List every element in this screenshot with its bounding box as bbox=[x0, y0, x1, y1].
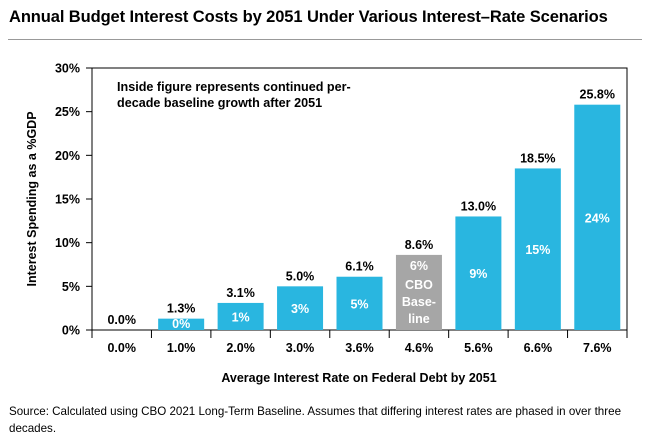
y-axis: 0% 5% 10% 15% 20% 25% 30% bbox=[55, 62, 92, 338]
bar-inside-label: 6% bbox=[410, 259, 428, 273]
bar-inside-label: 3% bbox=[291, 302, 309, 316]
bar bbox=[277, 286, 324, 330]
bar-value-label: 18.5% bbox=[520, 151, 555, 165]
bar-inside-label: 24% bbox=[585, 211, 610, 225]
x-tick-label: 4.6% bbox=[405, 341, 434, 355]
x-tick-label: 6.6% bbox=[524, 341, 553, 355]
y-axis-label: Interest Spending as a %GDP bbox=[25, 111, 39, 286]
baseline-label: CBO bbox=[405, 278, 433, 292]
chart-title: Annual Budget Interest Costs by 2051 Und… bbox=[9, 8, 608, 26]
bar-inside-label: 1% bbox=[232, 310, 250, 324]
bar bbox=[455, 216, 502, 330]
bar-value-label: 5.0% bbox=[286, 269, 315, 283]
bar-inside-label: 9% bbox=[469, 267, 487, 281]
x-tick-label: 2.0% bbox=[226, 341, 255, 355]
bar bbox=[158, 318, 205, 330]
bar-inside-label: 0% bbox=[172, 317, 190, 331]
y-tick-label: 25% bbox=[55, 105, 80, 119]
y-tick-label: 0% bbox=[62, 324, 80, 338]
source-note: Source: Calculated using CBO 2021 Long-T… bbox=[9, 405, 622, 435]
title-divider bbox=[8, 39, 642, 40]
y-tick-label: 20% bbox=[55, 149, 80, 163]
bar bbox=[217, 302, 264, 330]
bar-value-label: 0.0% bbox=[107, 313, 136, 327]
bar-baseline bbox=[395, 254, 442, 330]
x-axis: 0.0% 1.0% 2.0% 3.0% 3.6% 4.6% 5.6% 6.6% 7.6% bbox=[91, 330, 628, 355]
x-tick-label: 0.0% bbox=[107, 341, 136, 355]
baseline-label: Base- bbox=[402, 295, 436, 309]
bar-value-label: 13.0% bbox=[461, 199, 496, 213]
y-tick-label: 30% bbox=[55, 62, 80, 76]
x-tick-label: 5.6% bbox=[464, 341, 493, 355]
x-tick-label: 3.0% bbox=[286, 341, 315, 355]
bar-value-label: 6.1% bbox=[345, 260, 374, 274]
bar-inside-label: 5% bbox=[350, 297, 368, 311]
y-tick-label: 5% bbox=[62, 280, 80, 294]
bar bbox=[336, 276, 383, 330]
bar bbox=[514, 168, 561, 330]
bar-value-label: 1.3% bbox=[167, 302, 196, 316]
bar-inside-label: 15% bbox=[525, 243, 550, 257]
chart-note: Inside figure represents continued per-d… bbox=[117, 80, 351, 110]
baseline-label: line bbox=[408, 312, 430, 326]
x-tick-label: 7.6% bbox=[583, 341, 612, 355]
y-tick-label: 10% bbox=[55, 236, 80, 250]
bar-chart: 0%5%10%15%20%25%30% 0.0%1.3%0%3.1%1%5.0%… bbox=[25, 62, 628, 385]
x-tick-label: 1.0% bbox=[167, 341, 196, 355]
x-axis-label: Average Interest Rate on Federal Debt by… bbox=[221, 371, 496, 385]
bar-value-label: 25.8% bbox=[580, 88, 615, 102]
bar bbox=[574, 104, 621, 331]
x-tick-label: 3.6% bbox=[345, 341, 374, 355]
bar-value-label: 3.1% bbox=[226, 286, 255, 300]
bars: 0.0% 1.3%0% 3.1% 1% 5.0% 3% 6.1% 5% 8.6% 6% CBO Bas… bbox=[107, 88, 621, 331]
bar-value-label: 8.6% bbox=[405, 238, 434, 252]
y-tick-label: 15% bbox=[55, 193, 80, 207]
